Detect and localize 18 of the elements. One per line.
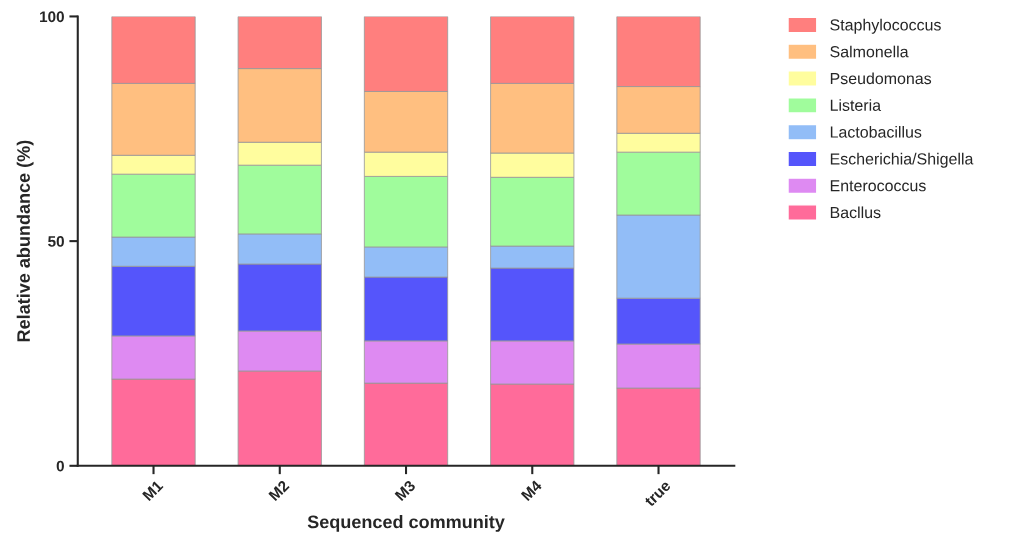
x-tick-label: M4 [520,479,543,502]
legend-label: Escherichia/Shigella [830,152,974,168]
legend-label: Bacllus [830,206,881,219]
legend-label: Listeria [830,99,882,111]
x-axis-title: Sequenced community [307,515,505,532]
x-tick-label: true [644,480,672,508]
y-tick-label: 100 [40,11,64,23]
y-tick-label: 0 [56,460,64,472]
x-tick-label: M2 [268,479,290,502]
legend-label: Salmonella [830,45,909,58]
y-tick-label: 50 [48,235,64,247]
legend-label: Staphylococcus [830,18,941,34]
legend-label: Lactobacillus [830,126,922,138]
x-tick-label: M1 [142,479,164,502]
x-tick-label: M3 [394,479,417,502]
y-axis-title: Relative abundance (%) [16,140,34,342]
legend-label: Enterococcus [830,180,926,192]
legend-label: Pseudomonas [830,72,932,85]
